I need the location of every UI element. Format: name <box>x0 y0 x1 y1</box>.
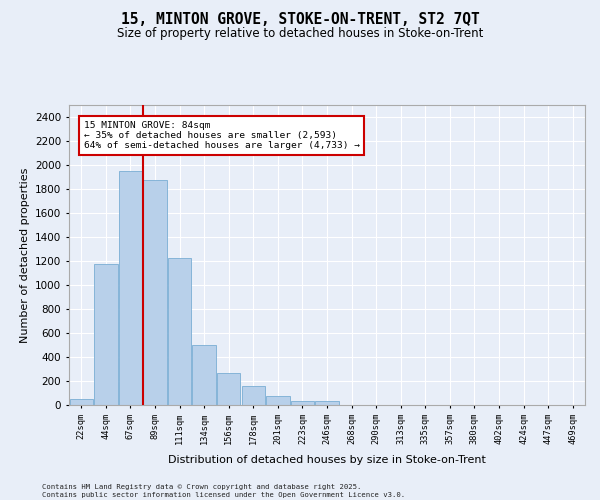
Bar <box>143 180 167 405</box>
Text: Size of property relative to detached houses in Stoke-on-Trent: Size of property relative to detached ho… <box>117 28 483 40</box>
Text: Contains HM Land Registry data © Crown copyright and database right 2025.
Contai: Contains HM Land Registry data © Crown c… <box>42 484 405 498</box>
Bar <box>316 402 338 405</box>
Bar <box>168 258 191 405</box>
Bar <box>94 264 118 405</box>
X-axis label: Distribution of detached houses by size in Stoke-on-Trent: Distribution of detached houses by size … <box>168 455 486 465</box>
Y-axis label: Number of detached properties: Number of detached properties <box>20 168 29 342</box>
Bar <box>217 372 241 405</box>
Bar <box>193 345 216 405</box>
Bar <box>242 386 265 405</box>
Bar <box>70 399 93 405</box>
Bar <box>291 401 314 405</box>
Bar <box>119 171 142 405</box>
Text: 15, MINTON GROVE, STOKE-ON-TRENT, ST2 7QT: 15, MINTON GROVE, STOKE-ON-TRENT, ST2 7Q… <box>121 12 479 28</box>
Bar <box>266 396 290 405</box>
Text: 15 MINTON GROVE: 84sqm
← 35% of detached houses are smaller (2,593)
64% of semi-: 15 MINTON GROVE: 84sqm ← 35% of detached… <box>84 120 360 150</box>
